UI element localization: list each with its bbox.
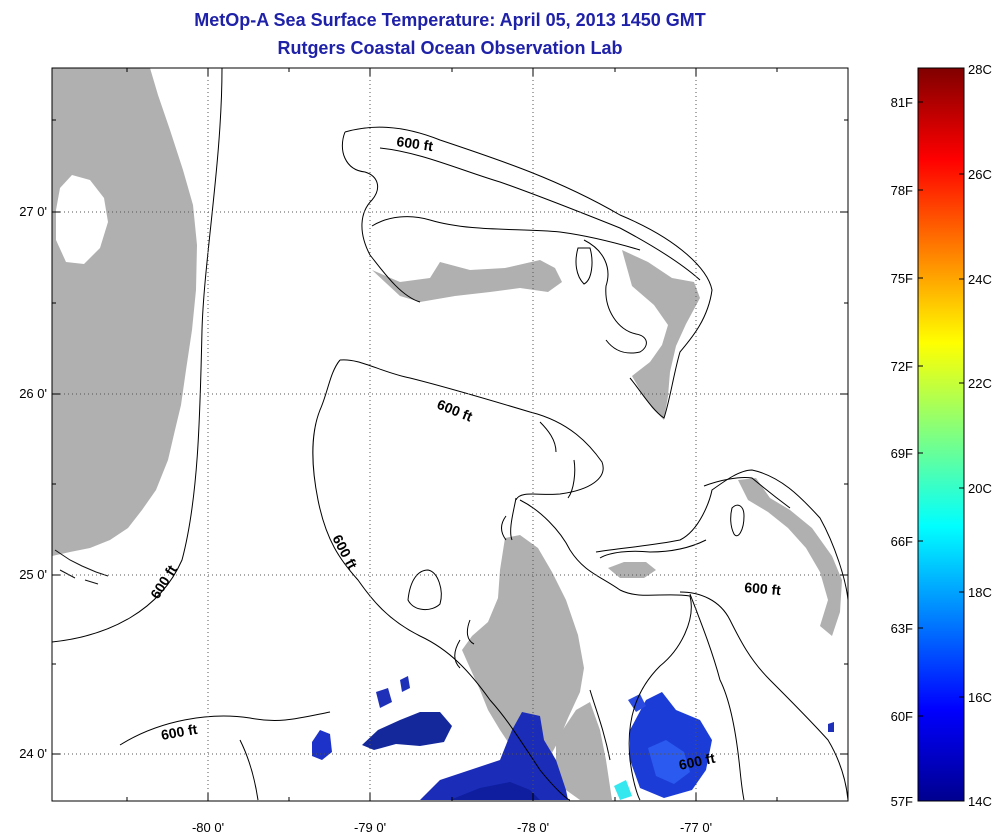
depth-contours (52, 68, 848, 801)
contour-label: 600 ft (744, 579, 782, 598)
celsius-label: 22C (968, 376, 992, 391)
contour-label: 600 ft (435, 396, 475, 425)
contour-labels: 600 ft 600 ft 600 ft 600 ft 600 ft 600 f… (147, 133, 782, 773)
axis-ticks (52, 68, 848, 801)
sst-patches (312, 676, 834, 800)
celsius-label: 26C (968, 167, 992, 182)
celsius-label: 14C (968, 794, 992, 809)
lake-okeechobee (56, 175, 108, 264)
map-frame (51, 67, 849, 802)
celsius-label: 20C (968, 481, 992, 496)
y-tick-label: 27 0' (19, 204, 47, 219)
celsius-label: 28C (968, 62, 992, 77)
colorbar-ticks (918, 101, 964, 717)
abaco-island (622, 250, 700, 420)
new-providence-island (608, 562, 656, 578)
map-title: MetOp-A Sea Surface Temperature: April 0… (194, 10, 706, 30)
colorbar-fahrenheit-labels: 81F 78F 75F 72F 69F 66F 63F 60F 57F (891, 95, 913, 809)
fahrenheit-label: 78F (891, 183, 913, 198)
colorbar (917, 67, 965, 802)
south-andros-island (556, 702, 612, 800)
contour-label: 600 ft (677, 750, 716, 773)
y-tick-label: 24 0' (19, 746, 47, 761)
contour-label: 600 ft (147, 562, 180, 602)
map-subtitle: Rutgers Coastal Ocean Observation Lab (277, 38, 623, 58)
eleuthera-island (738, 478, 842, 636)
andros-island (462, 535, 584, 800)
y-tick-label: 26 0' (19, 386, 47, 401)
fahrenheit-label: 81F (891, 95, 913, 110)
fahrenheit-label: 72F (891, 359, 913, 374)
contour-label: 600 ft (329, 532, 360, 572)
celsius-label: 18C (968, 585, 992, 600)
fahrenheit-label: 66F (891, 534, 913, 549)
x-axis-labels: -80 0' -79 0' -78 0' -77 0' (192, 820, 712, 835)
fahrenheit-label: 69F (891, 446, 913, 461)
y-tick-label: 25 0' (19, 567, 47, 582)
x-tick-label: -78 0' (517, 820, 549, 835)
celsius-label: 24C (968, 272, 992, 287)
fahrenheit-label: 63F (891, 621, 913, 636)
contour-label: 600 ft (160, 721, 199, 743)
x-tick-label: -80 0' (192, 820, 224, 835)
florida-keys (54, 549, 109, 585)
celsius-label: 16C (968, 690, 992, 705)
colorbar-celsius-labels: 28C 26C 24C 22C 20C 18C 16C 14C (968, 62, 992, 809)
contour-label: 600 ft (396, 133, 435, 154)
graticule (52, 68, 848, 801)
grand-bahama-island (372, 260, 562, 302)
x-tick-label: -79 0' (354, 820, 386, 835)
florida-landmass (52, 68, 197, 556)
fahrenheit-label: 75F (891, 271, 913, 286)
fahrenheit-label: 60F (891, 709, 913, 724)
x-tick-label: -77 0' (680, 820, 712, 835)
coastline-outlines (371, 147, 791, 761)
y-axis-labels: 27 0' 26 0' 25 0' 24 0' (19, 204, 47, 761)
fahrenheit-label: 57F (891, 794, 913, 809)
